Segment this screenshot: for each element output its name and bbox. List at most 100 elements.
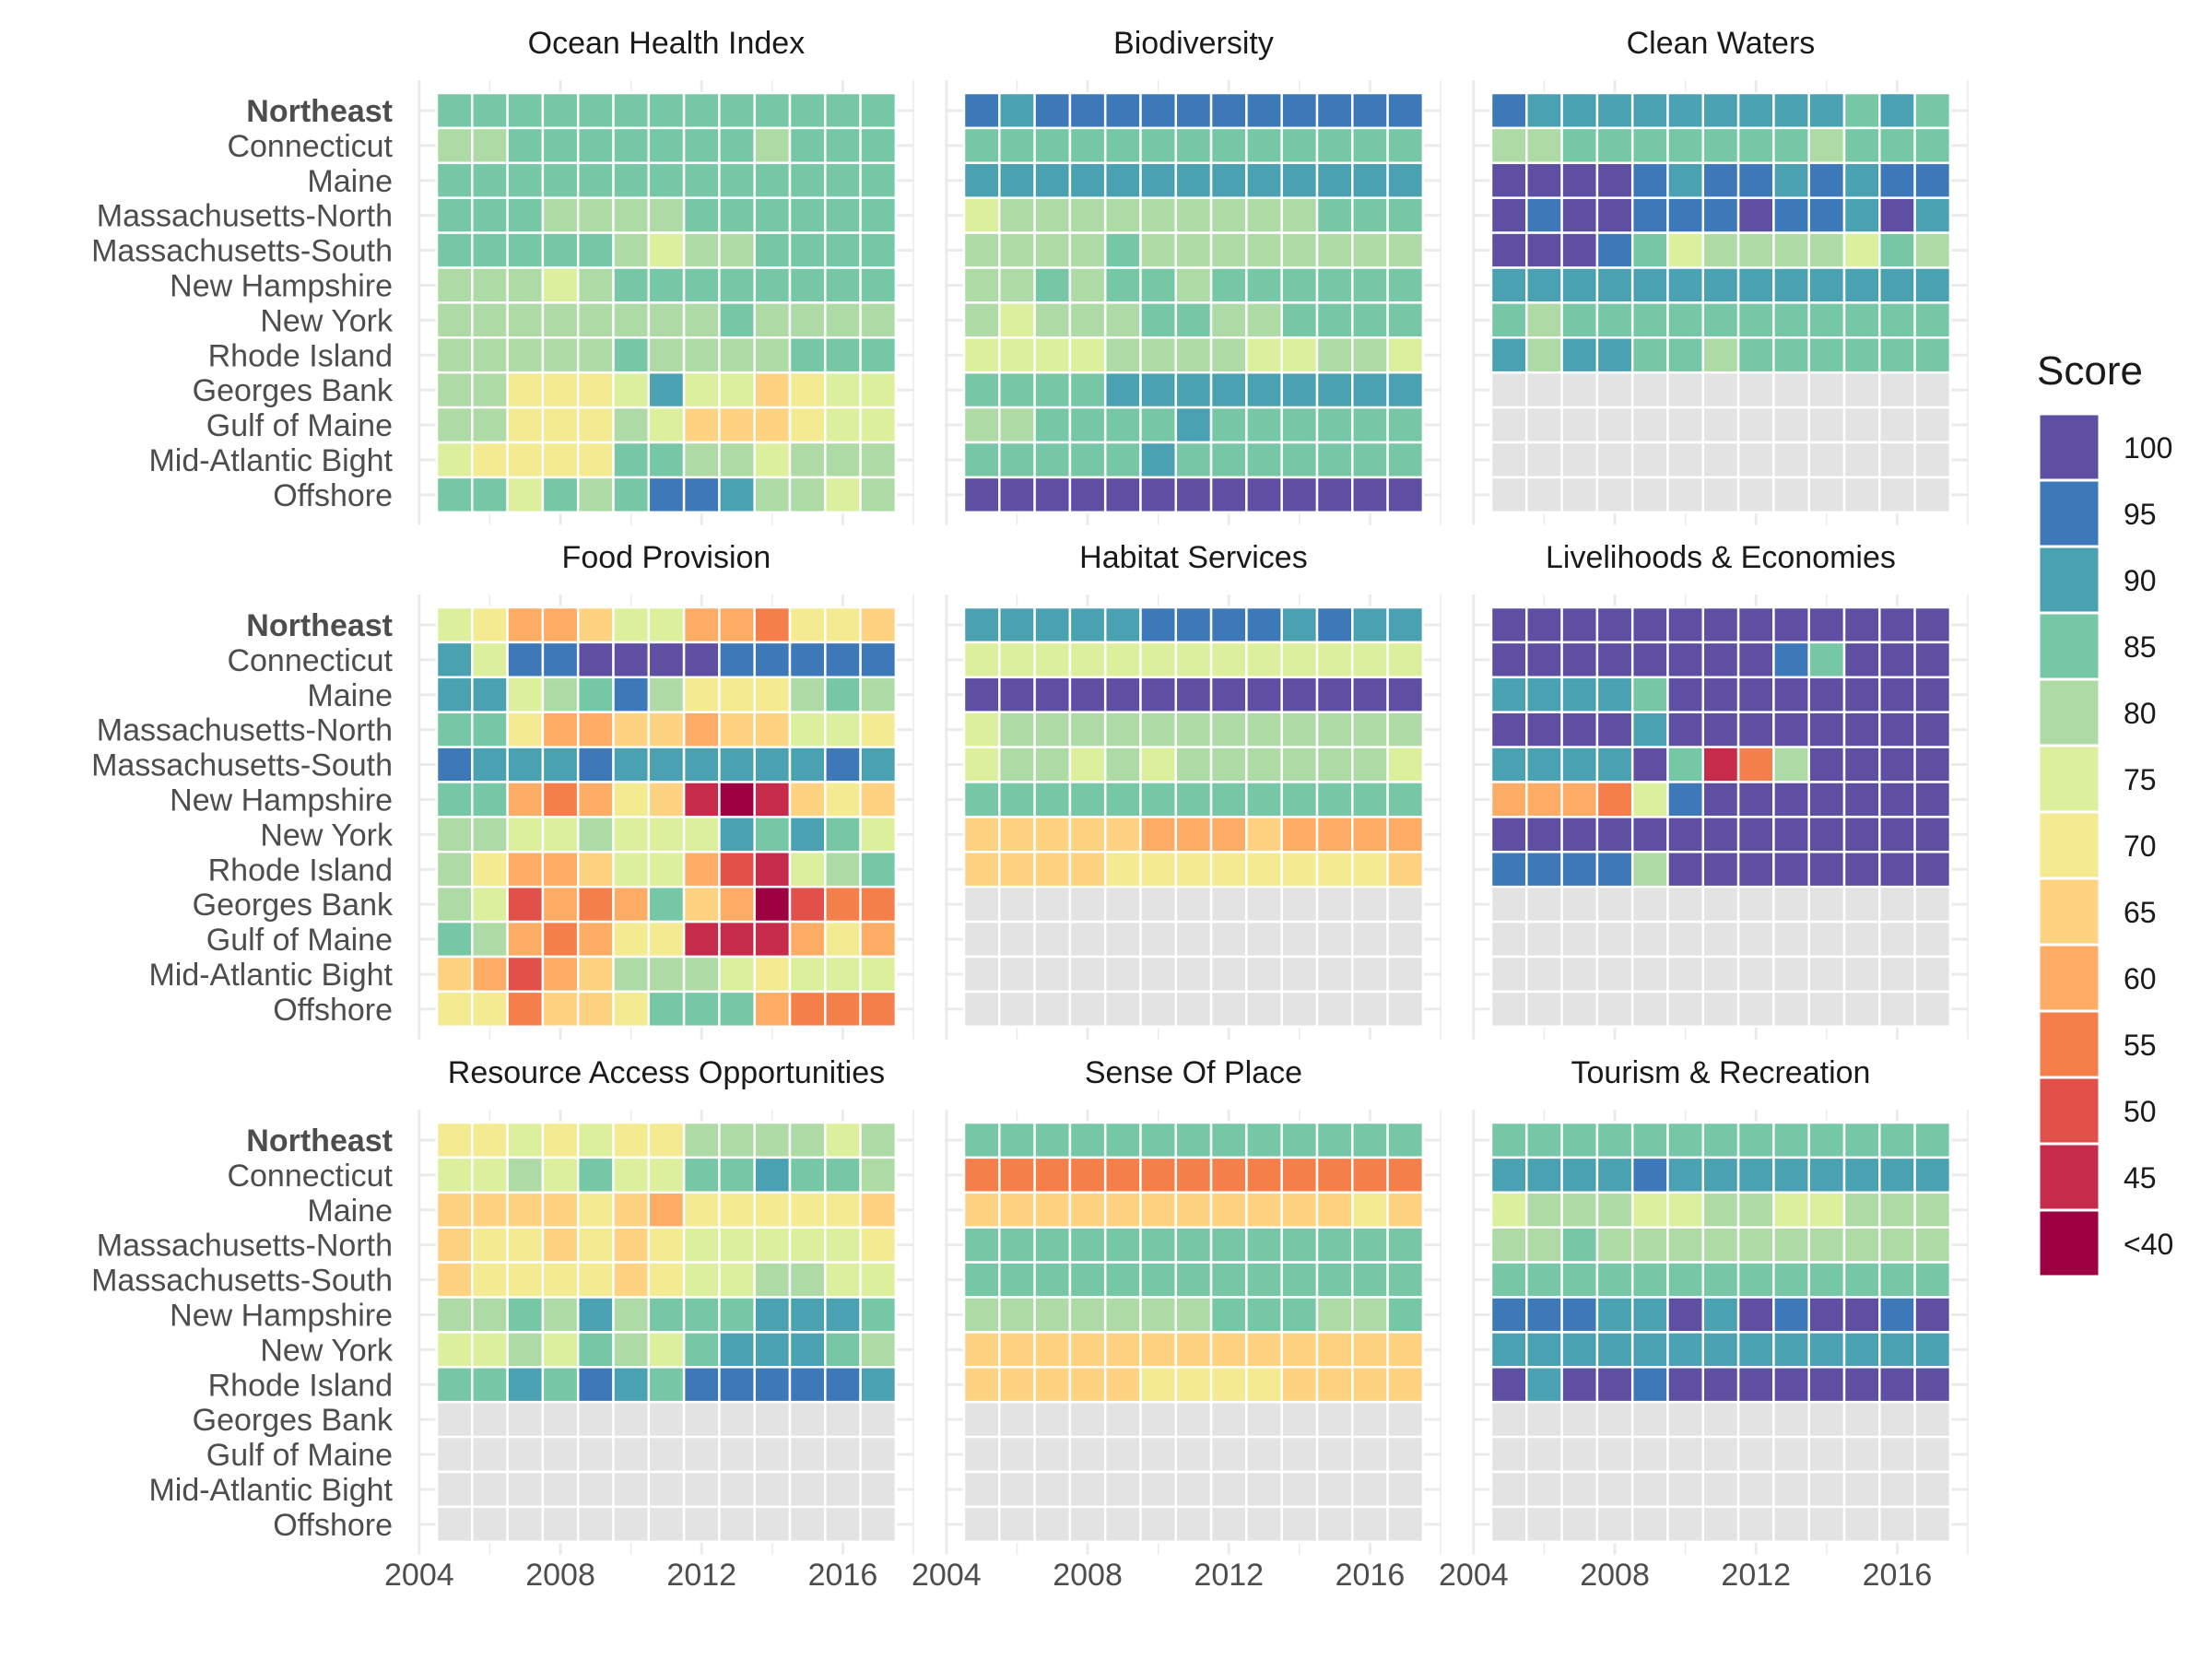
heatmap-cell xyxy=(1280,1331,1319,1369)
heatmap-cell xyxy=(998,711,1036,748)
heatmap-cell xyxy=(1666,161,1705,199)
heatmap-cell xyxy=(541,336,580,374)
heatmap-cell xyxy=(962,266,1001,304)
heatmap-cell xyxy=(682,1505,721,1544)
region-label: Mid-Atlantic Bight xyxy=(148,443,393,478)
heatmap-cell xyxy=(1595,196,1634,234)
heatmap-cell xyxy=(1351,1121,1389,1159)
heatmap-cell xyxy=(788,1296,827,1334)
heatmap-cell xyxy=(1386,885,1425,924)
heatmap-cell xyxy=(1103,371,1142,409)
heatmap-cell xyxy=(788,336,827,374)
heatmap-cell xyxy=(1209,851,1248,888)
heatmap-cell xyxy=(1842,885,1881,924)
heatmap-cell xyxy=(998,955,1036,994)
heatmap-cell xyxy=(1772,91,1810,130)
region-label: Connecticut xyxy=(227,643,393,678)
heatmap-cell xyxy=(859,781,898,818)
heatmap-cell xyxy=(1280,1156,1319,1194)
panel-title: Resource Access Opportunities xyxy=(448,1055,885,1090)
heatmap-cell xyxy=(612,1505,651,1544)
heatmap-cell xyxy=(1386,1366,1425,1404)
heatmap-cell xyxy=(506,1505,545,1544)
heatmap-cell xyxy=(1736,1191,1775,1229)
heatmap-cell xyxy=(1245,371,1283,409)
heatmap-cell xyxy=(1245,301,1283,339)
heatmap-cell xyxy=(1103,231,1142,269)
heatmap-cell xyxy=(1351,990,1389,1029)
heatmap-cell xyxy=(1560,126,1599,165)
heatmap-cell xyxy=(824,606,862,644)
heatmap-cell xyxy=(576,885,615,924)
heatmap-cell xyxy=(1489,1505,1528,1544)
heatmap-cell xyxy=(1280,1226,1319,1264)
heatmap-cell xyxy=(541,406,580,444)
heatmap-cell xyxy=(962,126,1001,165)
heatmap-cell xyxy=(824,161,862,199)
heatmap-cell xyxy=(1630,1191,1669,1229)
heatmap-cell xyxy=(718,1366,756,1404)
heatmap-cell xyxy=(859,126,898,165)
heatmap-cell xyxy=(1807,1191,1846,1229)
heatmap-cell xyxy=(1033,196,1072,234)
heatmap-cell xyxy=(435,1156,474,1194)
heatmap-cell xyxy=(1842,301,1881,339)
heatmap-cell xyxy=(788,711,827,748)
region-label: Maine xyxy=(307,678,393,713)
legend-label: 55 xyxy=(2124,1029,2157,1062)
heatmap-cell xyxy=(1630,161,1669,199)
heatmap-cell xyxy=(1525,676,1563,713)
heatmap-cell xyxy=(1103,441,1142,479)
heatmap-cell xyxy=(1033,406,1072,444)
heatmap-cell xyxy=(753,1366,792,1404)
heatmap-cell xyxy=(718,781,756,818)
heatmap-cell xyxy=(859,441,898,479)
heatmap-cell xyxy=(1280,301,1319,339)
heatmap-cell xyxy=(1701,1435,1740,1474)
heatmap-cell xyxy=(1842,196,1881,234)
heatmap-cell xyxy=(824,196,862,234)
heatmap-cell xyxy=(506,1261,545,1299)
heatmap-cell xyxy=(1315,231,1354,269)
heatmap-cell xyxy=(962,91,1001,130)
heatmap-cell xyxy=(1386,1191,1425,1229)
heatmap-cell xyxy=(435,1331,474,1369)
heatmap-cell xyxy=(1103,91,1142,130)
heatmap-cell xyxy=(962,476,1001,514)
heatmap-cell xyxy=(1595,955,1634,994)
heatmap-cell xyxy=(682,885,721,924)
heatmap-cell xyxy=(1595,851,1634,888)
heatmap-cell xyxy=(576,1156,615,1194)
heatmap-cell xyxy=(541,1296,580,1334)
heatmap-cell xyxy=(1701,816,1740,853)
heatmap-cell xyxy=(962,955,1001,994)
heatmap-cell xyxy=(1595,816,1634,853)
heatmap-cell xyxy=(1878,851,1916,888)
heatmap-cell xyxy=(471,1505,509,1544)
heatmap-cell xyxy=(1772,476,1810,514)
heatmap-cell xyxy=(1489,266,1528,304)
heatmap-cell xyxy=(1351,1156,1389,1194)
heatmap-cell xyxy=(1033,126,1072,165)
heatmap-cell xyxy=(788,746,827,783)
heatmap-cell xyxy=(1033,781,1072,818)
heatmap-cell xyxy=(859,676,898,713)
heatmap-cell xyxy=(1068,1121,1107,1159)
heatmap-cell xyxy=(576,781,615,818)
heatmap-cell xyxy=(753,746,792,783)
heatmap-cell xyxy=(718,301,756,339)
heatmap-cell xyxy=(998,885,1036,924)
heatmap-cell xyxy=(1878,1470,1916,1509)
heatmap-cell xyxy=(1033,816,1072,853)
heatmap-cell xyxy=(1807,301,1846,339)
legend-label: 75 xyxy=(2124,763,2157,796)
heatmap-cell xyxy=(1280,1261,1319,1299)
heatmap-cell xyxy=(1525,1261,1563,1299)
heatmap-cell xyxy=(1280,231,1319,269)
heatmap-cell xyxy=(1525,371,1563,409)
heatmap-cell xyxy=(1315,1400,1354,1439)
heatmap-cell xyxy=(788,1505,827,1544)
heatmap-cell xyxy=(1772,676,1810,713)
heatmap-cell xyxy=(1351,746,1389,783)
heatmap-cell xyxy=(471,231,509,269)
